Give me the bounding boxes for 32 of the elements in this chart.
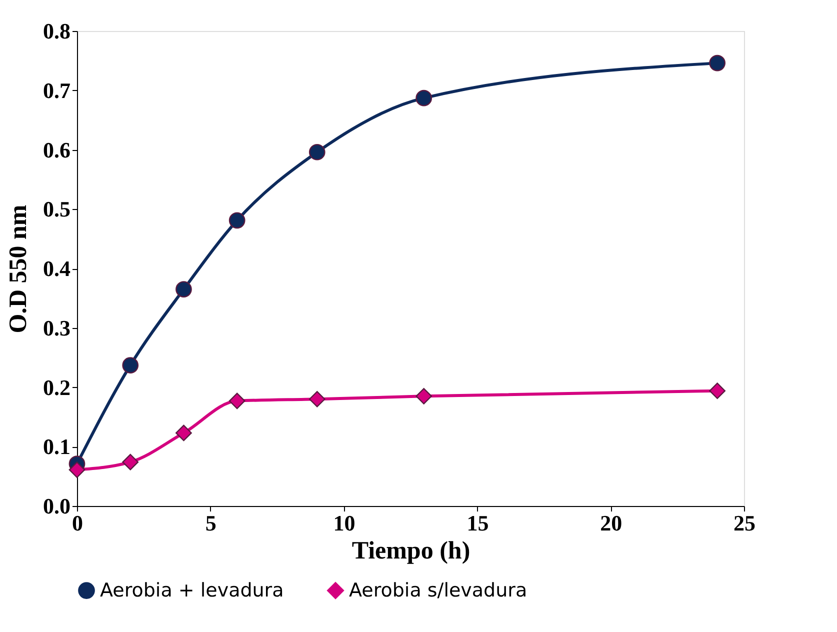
x-tick-label: 20 [600, 510, 622, 536]
x-tick-label: 10 [333, 510, 356, 536]
point [228, 392, 246, 410]
y-tick-label: 0.4 [43, 256, 70, 281]
point [68, 462, 86, 478]
legend-label: Aerobia s/levadura [349, 580, 528, 602]
point [308, 390, 326, 408]
point [122, 357, 139, 374]
x-axis-title: Tiempo (h) [352, 538, 470, 564]
y-tick-label: 0.2 [43, 374, 70, 400]
y-tick-label: 0.8 [43, 18, 70, 44]
y-tick-label: 0.0 [43, 494, 70, 518]
y-tick-label: 0.1 [43, 434, 70, 460]
point [308, 144, 326, 160]
y-tick-label: 0.5 [43, 196, 70, 222]
point [122, 454, 139, 470]
point [709, 54, 726, 72]
point [176, 424, 192, 442]
x-tick-label: 5 [205, 510, 216, 536]
point [416, 388, 432, 404]
legend-label: Aerobia + levadura [100, 580, 284, 602]
y-tick-label: 0.7 [43, 78, 70, 103]
point [416, 90, 432, 106]
point [228, 212, 246, 229]
x-tick-label: 15 [466, 510, 489, 536]
y-tick-label: 0.6 [43, 137, 70, 162]
point [176, 281, 192, 298]
y-tick-label: 0.3 [43, 315, 70, 340]
y-axis-title: O.D 550 nm [5, 204, 32, 334]
x-tick-label: 25 [734, 510, 756, 536]
point [709, 382, 726, 399]
x-tick-label: 0 [72, 510, 83, 536]
